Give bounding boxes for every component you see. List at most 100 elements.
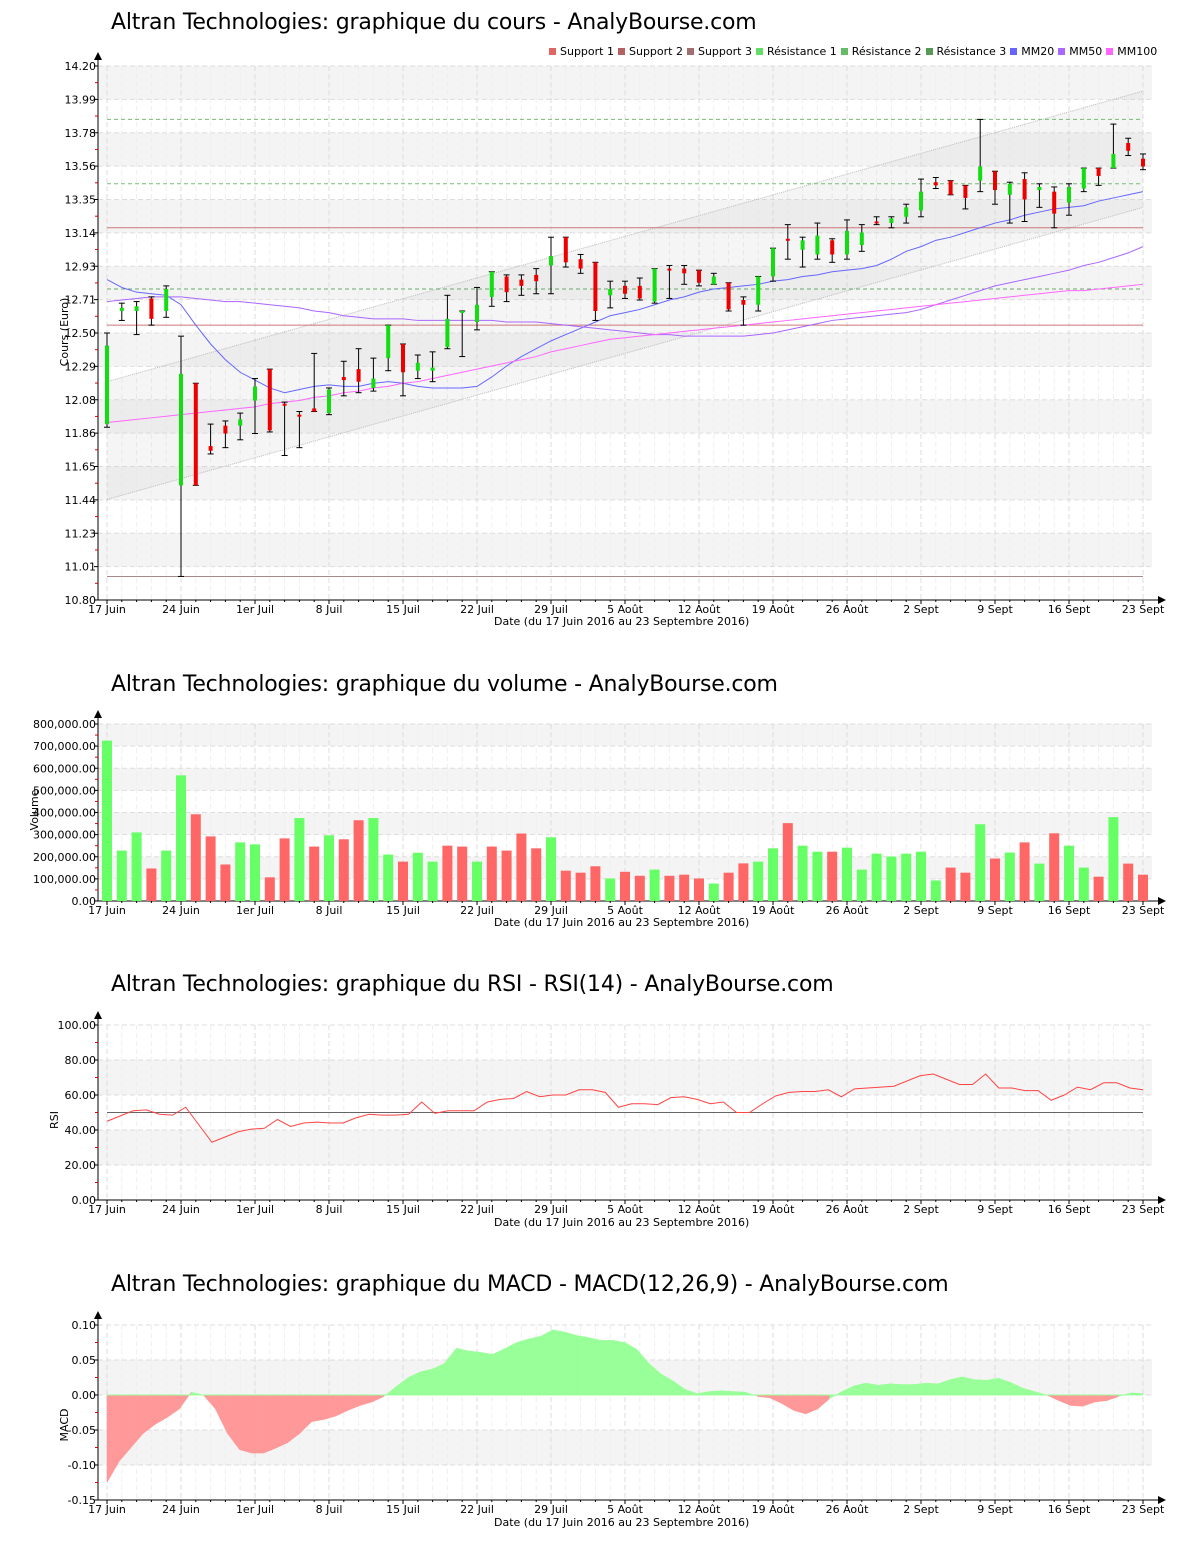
svg-text:13.14: 13.14 (65, 227, 97, 240)
svg-text:12 Août: 12 Août (678, 1203, 722, 1216)
rsi-y-axis-label: RSI (48, 1111, 61, 1129)
svg-text:16 Sept: 16 Sept (1048, 904, 1091, 917)
legend-label: Support 3 (697, 45, 752, 58)
legend-swatch-icon (1058, 48, 1066, 55)
svg-text:13.35: 13.35 (65, 194, 97, 207)
legend-item: MM100 (1106, 45, 1157, 58)
svg-text:5 Août: 5 Août (607, 603, 644, 616)
macd-chart-plot: -0.15 -0.10 -0.05 0.00 0.05 0.10 17 Juin 24 Jui… (68, 1311, 1166, 1516)
svg-text:12.50: 12.50 (65, 327, 97, 340)
svg-text:100.00: 100.00 (58, 1019, 97, 1032)
svg-text:5 Août: 5 Août (607, 1203, 644, 1216)
svg-text:29 Juil: 29 Juil (534, 1203, 568, 1216)
svg-text:23 Sept: 23 Sept (1122, 1203, 1165, 1216)
svg-text:0.00: 0.00 (72, 895, 97, 908)
svg-text:12.29: 12.29 (65, 360, 97, 373)
svg-text:8 Juil: 8 Juil (316, 1503, 343, 1516)
svg-text:10.80: 10.80 (65, 594, 97, 607)
price-chart-title: Altran Technologies: graphique du cours … (111, 10, 757, 35)
svg-text:9 Sept: 9 Sept (977, 904, 1013, 917)
legend-label: Résistance 3 (936, 45, 1007, 58)
svg-text:60.00: 60.00 (65, 1089, 97, 1102)
svg-text:13.99: 13.99 (65, 93, 97, 106)
svg-text:23 Sept: 23 Sept (1122, 904, 1165, 917)
svg-text:24 Juin: 24 Juin (162, 1203, 200, 1216)
svg-text:23 Sept: 23 Sept (1122, 603, 1165, 616)
svg-text:23 Sept: 23 Sept (1122, 1503, 1165, 1516)
svg-text:1er Juil: 1er Juil (236, 1503, 274, 1516)
svg-text:2 Sept: 2 Sept (903, 1503, 939, 1516)
svg-text:24 Juin: 24 Juin (162, 1503, 200, 1516)
legend-swatch-icon (925, 48, 933, 55)
macd-chart-title: Altran Technologies: graphique du MACD -… (111, 1272, 949, 1297)
svg-text:17 Juin: 17 Juin (88, 904, 126, 917)
svg-text:22 Juil: 22 Juil (460, 603, 494, 616)
svg-text:500,000.00: 500,000.00 (33, 784, 96, 797)
svg-text:22 Juil: 22 Juil (460, 1503, 494, 1516)
svg-text:16 Sept: 16 Sept (1048, 1503, 1091, 1516)
legend-label: MM50 (1069, 45, 1103, 58)
svg-text:11.44: 11.44 (65, 494, 97, 507)
svg-text:14.20: 14.20 (65, 60, 97, 73)
svg-text:26 Août: 26 Août (826, 904, 870, 917)
rsi-chart-title: Altran Technologies: graphique du RSI - … (111, 972, 834, 997)
svg-text:12 Août: 12 Août (678, 1503, 722, 1516)
svg-text:9 Sept: 9 Sept (977, 603, 1013, 616)
svg-text:15 Juil: 15 Juil (386, 1503, 420, 1516)
volume-chart-plot: 0.00 100,000.00 200,000.00 300,000.00 400,00… (33, 710, 1166, 917)
svg-text:15 Juil: 15 Juil (386, 904, 420, 917)
svg-text:22 Juil: 22 Juil (460, 904, 494, 917)
svg-text:12 Août: 12 Août (678, 603, 722, 616)
legend-label: Résistance 1 (766, 45, 837, 58)
svg-text:5 Août: 5 Août (607, 904, 644, 917)
svg-text:12 Août: 12 Août (678, 904, 722, 917)
price-chart-plot: 10.80 11.01 11.23 11.44 11.65 11.86 12.08 12.29… (65, 52, 1166, 616)
svg-text:16 Sept: 16 Sept (1048, 603, 1091, 616)
svg-text:40.00: 40.00 (65, 1124, 97, 1137)
svg-text:2 Sept: 2 Sept (903, 1203, 939, 1216)
volume-chart-title: Altran Technologies: graphique du volume… (111, 672, 778, 697)
svg-text:80.00: 80.00 (65, 1054, 97, 1067)
svg-text:15 Juil: 15 Juil (386, 603, 420, 616)
svg-text:8 Juil: 8 Juil (316, 904, 343, 917)
svg-text:1er Juil: 1er Juil (236, 904, 274, 917)
svg-text:0.00: 0.00 (72, 1389, 97, 1402)
price-y-axis-label: Cours (Euro) (58, 297, 71, 367)
legend-swatch-icon (755, 48, 763, 55)
svg-text:26 Août: 26 Août (826, 1503, 870, 1516)
svg-text:13.78: 13.78 (65, 127, 97, 140)
legend-label: MM100 (1117, 45, 1158, 58)
svg-text:11.23: 11.23 (65, 527, 97, 540)
volume-y-axis-label: Volume (28, 789, 41, 831)
legend-label: Support 2 (628, 45, 683, 58)
svg-text:26 Août: 26 Août (826, 603, 870, 616)
svg-text:19 Août: 19 Août (752, 603, 796, 616)
legend-label: Résistance 2 (851, 45, 922, 58)
price-chart-legend: Support 1 Support 2 Support 3 Résistance 1 R… (549, 45, 1161, 58)
svg-text:12.93: 12.93 (65, 260, 97, 273)
price-x-axis-label: Date (du 17 Juin 2016 au 23 Septembre 20… (494, 615, 750, 628)
svg-text:12.08: 12.08 (65, 394, 97, 407)
legend-swatch-icon (840, 48, 848, 55)
svg-text:2 Sept: 2 Sept (903, 904, 939, 917)
svg-text:0.00: 0.00 (72, 1194, 97, 1207)
legend-swatch-icon (1010, 48, 1018, 55)
svg-text:24 Juin: 24 Juin (162, 904, 200, 917)
svg-text:8 Juil: 8 Juil (316, 603, 343, 616)
legend-item: Support 2 (617, 45, 683, 58)
volume-chart-panel: Altran Technologies: graphique du volume… (0, 660, 1200, 940)
svg-text:29 Juil: 29 Juil (534, 904, 568, 917)
svg-text:1er Juil: 1er Juil (236, 1203, 274, 1216)
svg-text:400,000.00: 400,000.00 (33, 807, 96, 820)
svg-text:19 Août: 19 Août (752, 904, 796, 917)
svg-text:0.05: 0.05 (72, 1354, 97, 1367)
legend-item: Résistance 2 (840, 45, 922, 58)
svg-text:800,000.00: 800,000.00 (33, 718, 96, 731)
svg-text:1er Juil: 1er Juil (236, 603, 274, 616)
svg-text:9 Sept: 9 Sept (977, 1503, 1013, 1516)
svg-text:200,000.00: 200,000.00 (33, 851, 96, 864)
svg-text:-0.15: -0.15 (68, 1494, 96, 1507)
svg-text:600,000.00: 600,000.00 (33, 762, 96, 775)
svg-text:15 Juil: 15 Juil (386, 1203, 420, 1216)
svg-text:17 Juin: 17 Juin (88, 603, 126, 616)
